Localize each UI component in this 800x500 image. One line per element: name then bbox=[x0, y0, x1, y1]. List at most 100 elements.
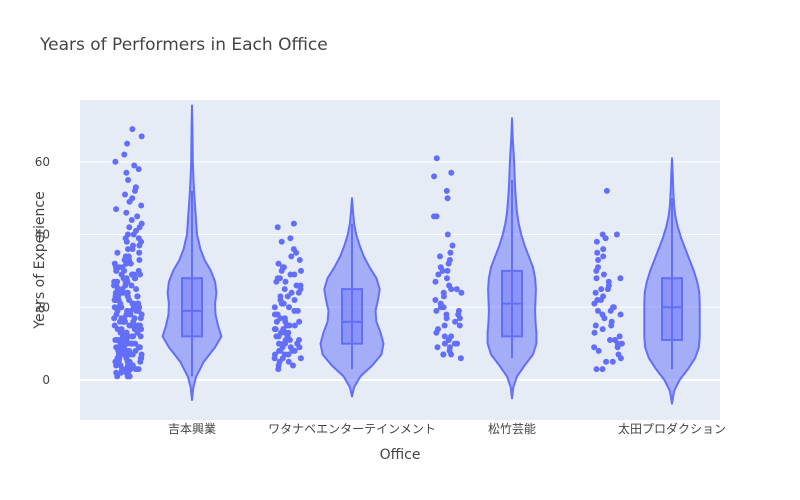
data-point bbox=[598, 286, 605, 293]
y-tick-label: 0 bbox=[42, 373, 50, 387]
data-point bbox=[134, 300, 141, 307]
data-point bbox=[274, 224, 281, 231]
data-point bbox=[441, 322, 448, 329]
data-point bbox=[277, 293, 284, 300]
data-point bbox=[138, 351, 145, 358]
data-point bbox=[286, 322, 293, 329]
data-point bbox=[129, 195, 136, 202]
data-point bbox=[599, 311, 606, 318]
data-point bbox=[286, 304, 292, 311]
data-point bbox=[296, 318, 303, 325]
data-point bbox=[274, 275, 281, 282]
data-point bbox=[594, 249, 601, 256]
data-point bbox=[453, 286, 460, 293]
data-point bbox=[275, 260, 282, 267]
violin-box bbox=[661, 277, 683, 342]
data-point bbox=[126, 322, 133, 329]
data-point bbox=[297, 355, 304, 362]
data-point bbox=[278, 238, 285, 245]
data-point bbox=[441, 340, 448, 347]
data-point bbox=[285, 358, 292, 365]
data-point bbox=[111, 322, 118, 329]
data-point bbox=[138, 202, 145, 209]
data-point bbox=[607, 337, 613, 343]
data-point bbox=[440, 351, 447, 358]
data-point bbox=[132, 184, 139, 191]
violin-box bbox=[341, 288, 363, 345]
data-point bbox=[131, 162, 138, 169]
data-point bbox=[599, 366, 606, 373]
data-point bbox=[444, 231, 451, 238]
data-point bbox=[111, 278, 118, 285]
data-point bbox=[125, 177, 132, 183]
data-point bbox=[456, 322, 463, 329]
violin-box bbox=[181, 277, 203, 338]
x-axis-ticks: 吉本興業 ワタナベエンターテインメント 松竹芸能 太田プロダクション bbox=[168, 421, 726, 436]
data-point bbox=[594, 297, 601, 303]
data-point bbox=[457, 355, 464, 362]
data-point bbox=[444, 195, 451, 202]
x-axis-title: Office bbox=[380, 447, 421, 463]
data-point bbox=[435, 326, 441, 333]
data-point bbox=[282, 278, 289, 285]
data-point bbox=[599, 231, 606, 238]
data-point bbox=[287, 235, 294, 242]
x-tick-label: 太田プロダクション bbox=[618, 421, 726, 436]
data-point bbox=[599, 326, 606, 333]
data-point bbox=[294, 307, 301, 314]
data-point bbox=[111, 260, 118, 267]
data-point bbox=[446, 344, 453, 351]
data-point bbox=[133, 286, 140, 293]
data-point bbox=[298, 267, 304, 274]
data-point bbox=[287, 271, 294, 278]
data-point bbox=[135, 166, 142, 173]
x-tick-label: 松竹芸能 bbox=[488, 422, 536, 436]
data-point bbox=[124, 307, 131, 314]
data-point bbox=[444, 275, 450, 282]
data-point bbox=[433, 155, 440, 162]
data-point bbox=[446, 282, 453, 289]
data-point bbox=[271, 304, 278, 311]
data-point bbox=[595, 257, 602, 263]
data-point bbox=[287, 344, 294, 351]
data-point bbox=[605, 278, 612, 285]
data-point bbox=[122, 253, 129, 260]
data-point bbox=[293, 282, 300, 289]
data-point bbox=[431, 213, 437, 220]
data-point bbox=[135, 235, 142, 242]
data-point bbox=[433, 307, 440, 314]
data-point bbox=[609, 358, 616, 365]
data-point bbox=[600, 253, 607, 260]
data-point bbox=[136, 249, 143, 256]
data-point bbox=[591, 329, 598, 336]
data-point bbox=[437, 300, 444, 307]
data-point bbox=[618, 340, 625, 347]
data-point bbox=[126, 347, 133, 354]
data-point bbox=[603, 358, 610, 365]
y-axis-title: Years of Experience bbox=[32, 191, 48, 329]
data-point bbox=[612, 337, 618, 343]
data-point bbox=[113, 206, 120, 213]
data-point bbox=[591, 344, 598, 351]
data-point bbox=[138, 133, 145, 140]
data-point bbox=[129, 340, 136, 347]
x-tick-label: ワタナベエンターテインメント bbox=[268, 422, 436, 436]
data-point bbox=[452, 318, 459, 325]
data-point bbox=[296, 337, 302, 343]
data-point bbox=[123, 329, 130, 336]
data-point bbox=[128, 271, 135, 278]
data-point bbox=[131, 315, 138, 322]
data-point bbox=[125, 246, 131, 253]
plot-area bbox=[80, 100, 720, 420]
data-point bbox=[290, 362, 296, 369]
data-point bbox=[129, 333, 136, 340]
x-tick-label: 吉本興業 bbox=[168, 422, 216, 436]
data-point bbox=[290, 246, 297, 253]
data-point bbox=[448, 333, 455, 340]
data-point bbox=[441, 333, 448, 340]
data-point bbox=[285, 329, 292, 336]
data-point bbox=[617, 311, 624, 318]
data-point bbox=[616, 333, 623, 340]
data-point bbox=[272, 326, 279, 333]
